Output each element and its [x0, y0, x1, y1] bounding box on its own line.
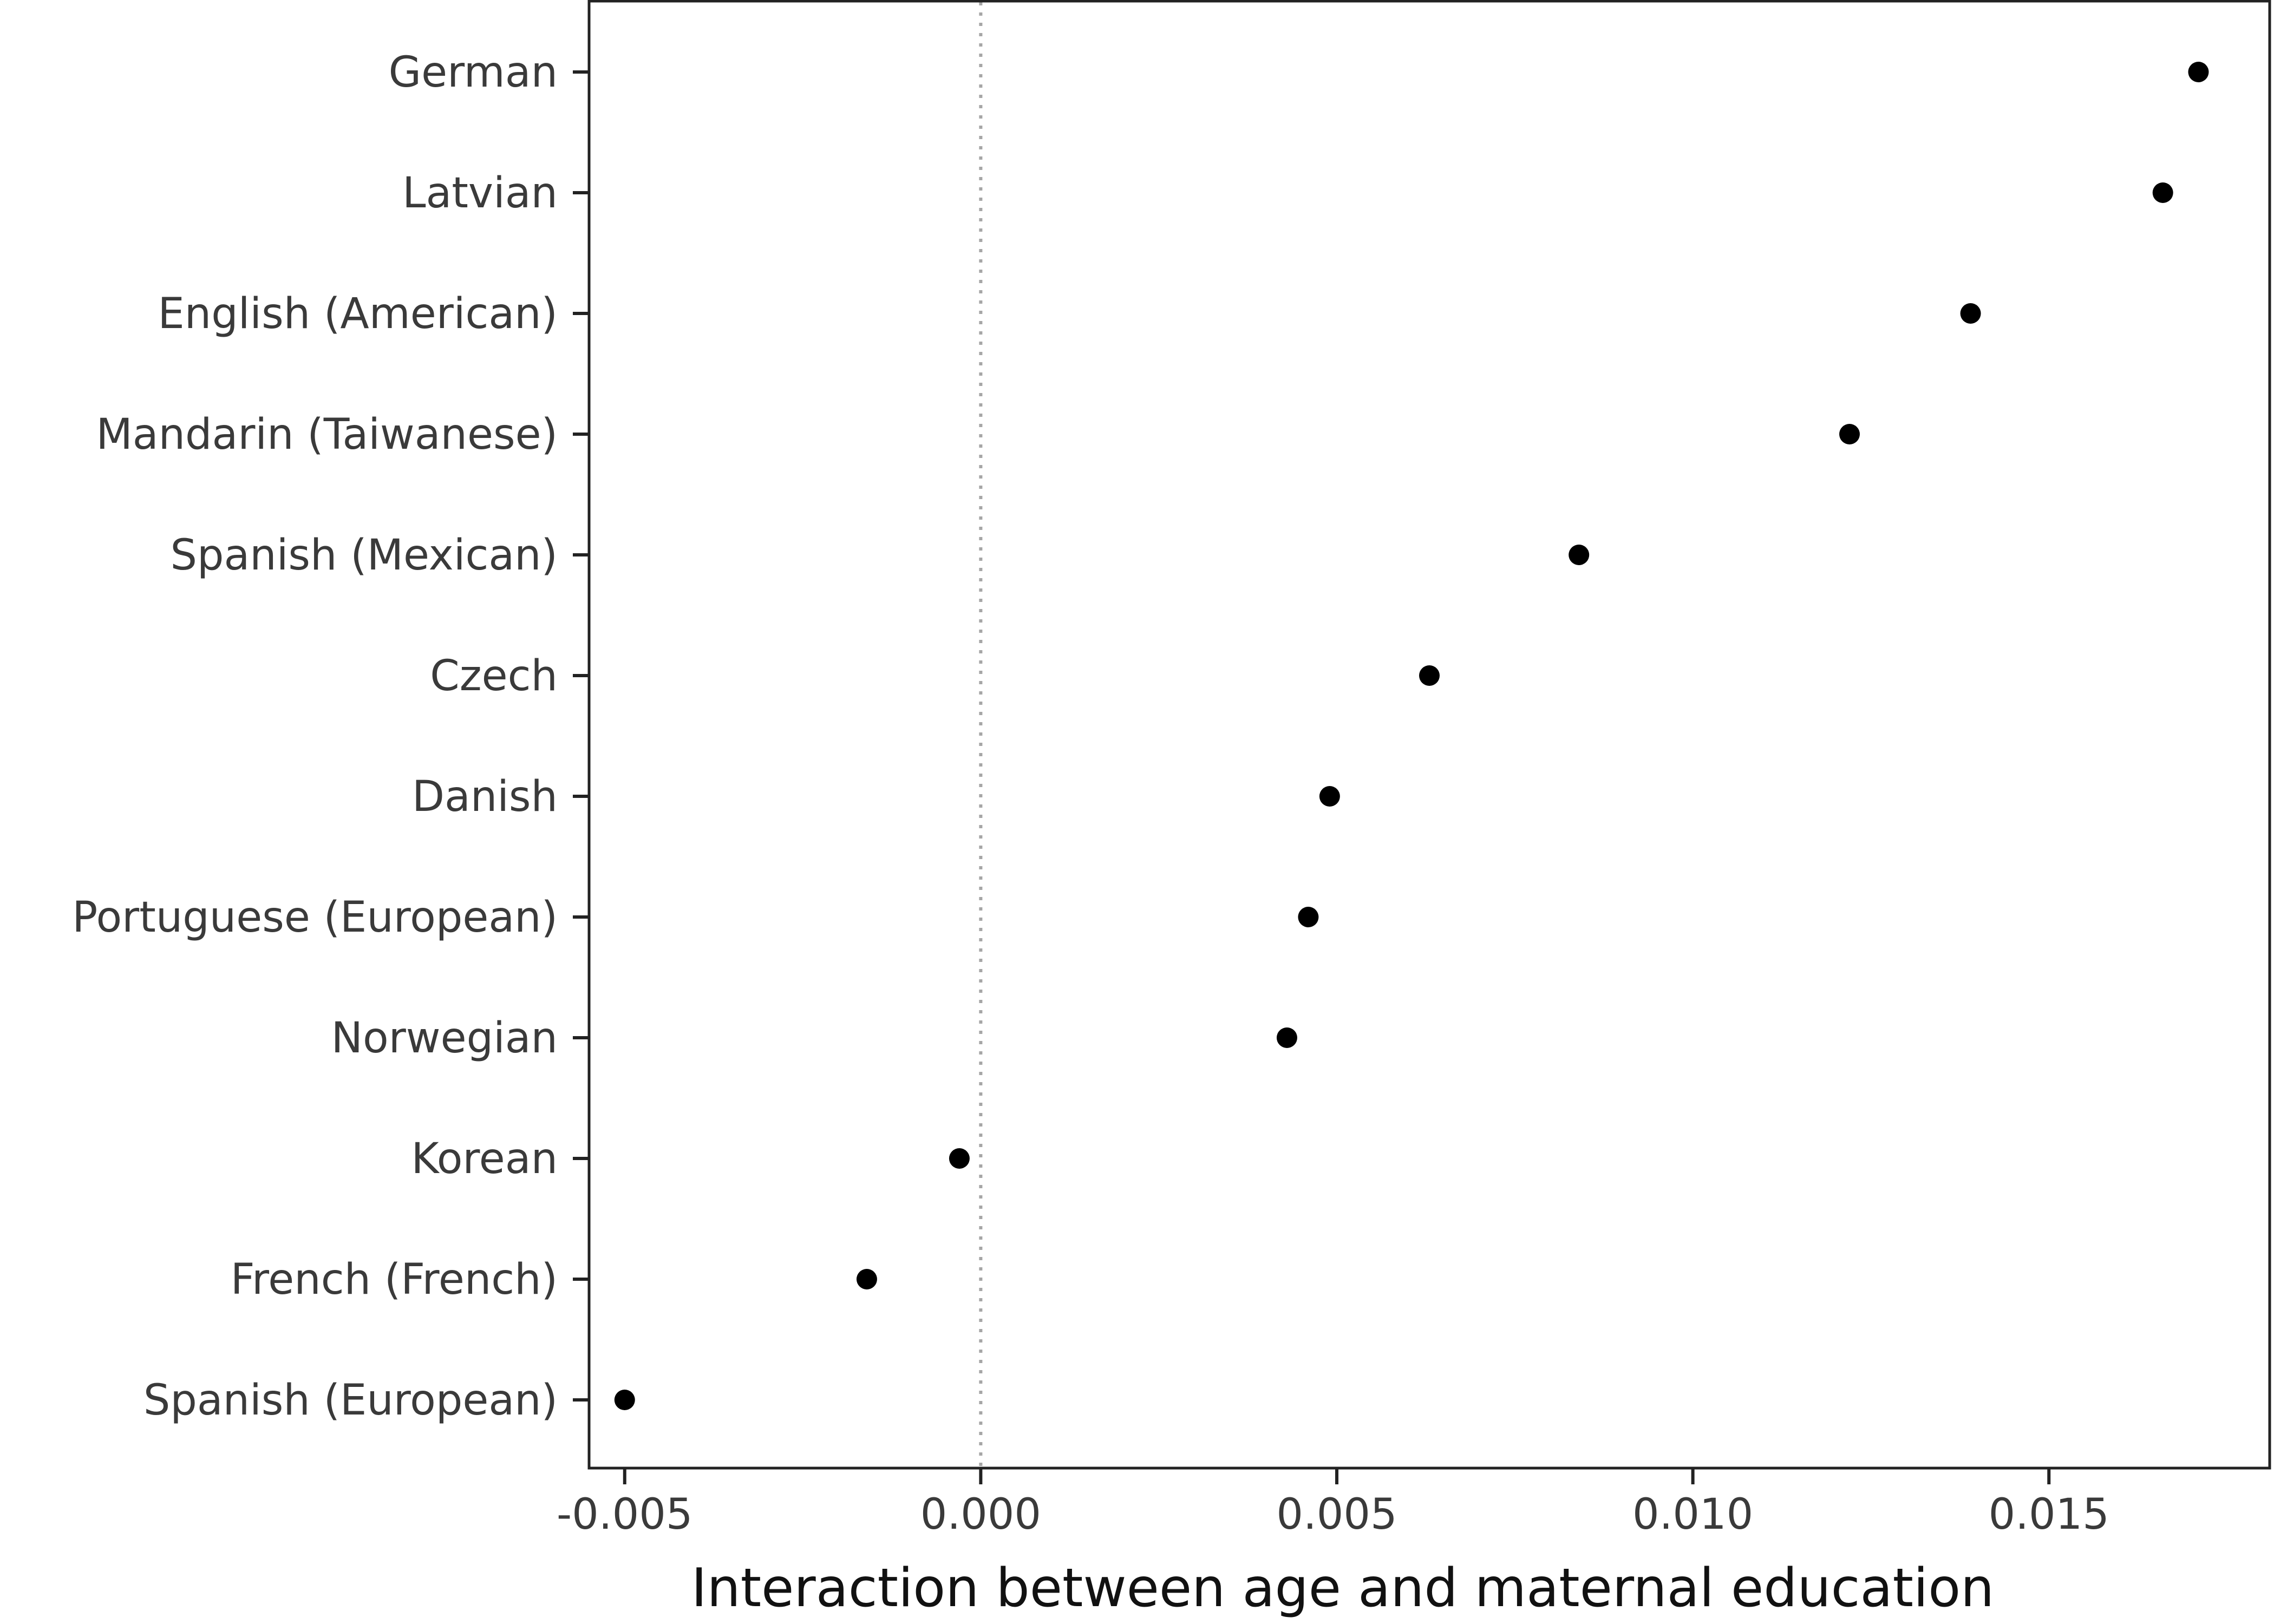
- data-point: [1419, 665, 1440, 686]
- x-axis-title: Interaction between age and maternal edu…: [691, 1557, 1995, 1619]
- data-point: [1569, 545, 1590, 565]
- data-point: [614, 1390, 635, 1410]
- y-tick-label: French (French): [231, 1255, 558, 1304]
- y-tick-label: English (American): [158, 290, 558, 338]
- y-tick-label: Spanish (European): [143, 1376, 558, 1425]
- y-tick-label: Czech: [430, 652, 558, 700]
- data-point: [2152, 182, 2173, 203]
- data-point: [1839, 424, 1860, 444]
- y-axis: German Latvian English (American) Mandarin …: [72, 48, 589, 1425]
- plot-frame: [587, 0, 2271, 1470]
- y-tick-label: Norwegian: [331, 1014, 558, 1063]
- data-point: [949, 1148, 970, 1169]
- y-tick-label: Latvian: [402, 169, 558, 218]
- data-points: [614, 62, 2209, 1410]
- data-point: [1298, 907, 1319, 927]
- data-point: [2188, 62, 2209, 82]
- y-tick-label: German: [389, 48, 558, 97]
- x-tick-label: 0.015: [1989, 1490, 2109, 1539]
- y-tick-label: Mandarin (Taiwanese): [96, 410, 558, 459]
- data-point: [1960, 303, 1981, 324]
- x-tick-label: 0.005: [1276, 1490, 1397, 1539]
- y-tick-label: Danish: [412, 772, 558, 821]
- x-tick-label: 0.000: [920, 1490, 1041, 1539]
- x-tick-label: 0.010: [1632, 1490, 1753, 1539]
- y-tick-label: Korean: [411, 1135, 558, 1183]
- data-point: [856, 1269, 877, 1289]
- data-point: [1319, 786, 1340, 807]
- y-tick-label: Spanish (Mexican): [170, 531, 558, 580]
- y-tick-label: Portuguese (European): [72, 893, 558, 942]
- data-point: [1276, 1027, 1297, 1048]
- x-tick-label: -0.005: [557, 1490, 692, 1539]
- x-axis: -0.005 0.000 0.005 0.010 0.015: [557, 1468, 2109, 1539]
